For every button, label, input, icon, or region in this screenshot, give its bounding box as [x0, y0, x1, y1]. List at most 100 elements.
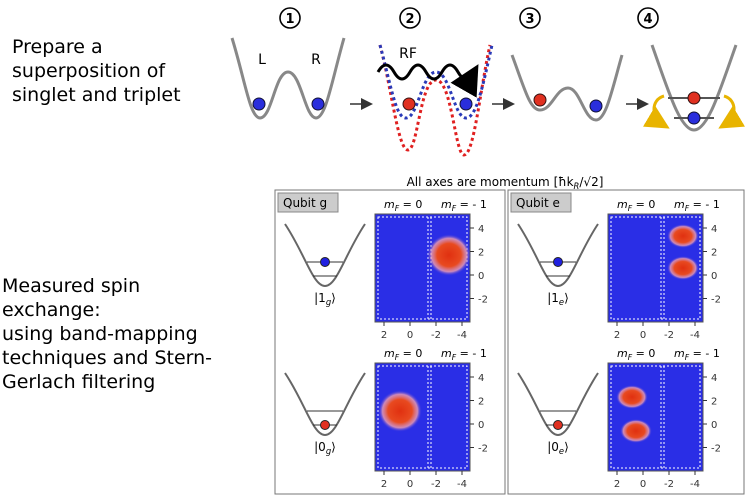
atom: [688, 112, 700, 124]
atom: [321, 258, 330, 267]
panel-title-part: /√2]: [579, 175, 603, 189]
atom: [688, 92, 700, 104]
state-label-part: ⟩: [564, 291, 569, 305]
mf-header: mF = - 1: [674, 198, 720, 213]
state-label: |0e⟩: [547, 440, 569, 456]
step-number: 2: [405, 12, 414, 27]
mf-header-part: = 0: [632, 198, 655, 211]
mf-header-part: = 0: [399, 198, 422, 211]
x-tick-label: -2: [431, 479, 441, 490]
mf-header-part: = 0: [632, 347, 655, 360]
atom: [403, 98, 415, 110]
y-tick-label: 0: [711, 420, 717, 431]
atom: [460, 98, 472, 110]
mf-header: mF = 0: [617, 198, 655, 213]
step-number: 4: [643, 12, 652, 27]
mf-header: mF = - 1: [674, 347, 720, 362]
atom-cloud: [667, 256, 699, 280]
qubit-name: Qubit g: [283, 196, 327, 210]
x-tick-label: 0: [407, 479, 413, 490]
description-line: using band-mapping: [2, 323, 198, 345]
state-label-part: ⟩: [331, 291, 336, 305]
mf-header-part: = - 1: [689, 347, 720, 360]
transition-arrow: [724, 96, 734, 124]
mf-header-part: m: [441, 347, 452, 360]
y-tick-label: 4: [478, 373, 484, 384]
transition-arrow: [654, 96, 664, 124]
y-tick-label: -2: [711, 444, 721, 455]
x-tick-label: -4: [457, 479, 467, 490]
state-label-part: |1: [314, 291, 326, 305]
protocol-diagram: [232, 38, 736, 155]
description-line: superposition of: [12, 60, 166, 82]
atom-cloud: [616, 385, 648, 409]
well-label: L: [258, 52, 266, 68]
atom-cloud: [378, 390, 422, 432]
state-label-part: ⟩: [331, 440, 336, 454]
y-tick-label: 0: [478, 271, 484, 282]
y-tick-label: -2: [478, 444, 488, 455]
y-tick-label: 2: [711, 397, 717, 408]
mf-header: mF = 0: [384, 198, 422, 213]
x-tick-label: 2: [381, 330, 387, 341]
description-line: Gerlach filtering: [2, 371, 155, 393]
mf-header-part: m: [617, 347, 628, 360]
x-tick-label: 2: [614, 479, 620, 490]
mf-header-part: = - 1: [689, 198, 720, 211]
mf-header: mF = 0: [617, 347, 655, 362]
atom: [253, 98, 265, 110]
state-label: |0g⟩: [314, 440, 336, 456]
atom: [534, 94, 546, 106]
y-tick-label: -2: [478, 295, 488, 306]
state-label: |1g⟩: [314, 291, 336, 307]
x-tick-label: -4: [690, 479, 700, 490]
y-tick-label: 4: [711, 373, 717, 384]
atom-cloud: [620, 419, 652, 443]
y-tick-label: 2: [711, 248, 717, 259]
rf-wave: [378, 65, 474, 79]
description-line: singlet and triplet: [12, 84, 181, 106]
mf-header: mF = - 1: [441, 198, 487, 213]
atom: [554, 421, 563, 430]
mf-header-part: m: [441, 198, 452, 211]
atom: [312, 98, 324, 110]
x-tick-label: 0: [640, 330, 646, 341]
mf-header-part: = - 1: [456, 347, 487, 360]
double-well-dotted: [380, 45, 490, 155]
mf-header: mF = - 1: [441, 347, 487, 362]
description-line: Measured spin: [2, 275, 140, 297]
x-tick-label: 0: [407, 330, 413, 341]
double-well: [232, 38, 344, 118]
mf-header-part: m: [384, 347, 395, 360]
state-label-part: ⟩: [564, 440, 569, 454]
mf-header-part: = 0: [399, 347, 422, 360]
state-label-part: |1: [547, 291, 559, 305]
state-label-part: |0: [314, 440, 326, 454]
mf-header-part: m: [674, 198, 685, 211]
double-well: [512, 55, 622, 120]
state-label-part: |0: [547, 440, 559, 454]
y-tick-label: -2: [711, 295, 721, 306]
tof-image: [608, 363, 703, 471]
x-tick-label: -2: [664, 330, 674, 341]
mf-header: mF = 0: [384, 347, 422, 362]
x-tick-label: -4: [690, 330, 700, 341]
slide: Prepare asuperposition ofsinglet and tri…: [0, 0, 745, 496]
state-label: |1e⟩: [547, 291, 569, 307]
y-tick-label: 0: [478, 420, 484, 431]
panel-title-part: All axes are momentum [ħk: [407, 175, 574, 189]
x-tick-label: -2: [664, 479, 674, 490]
atom-cloud: [427, 234, 471, 276]
y-tick-label: 0: [711, 271, 717, 282]
y-tick-label: 2: [478, 397, 484, 408]
rf-label: RF: [399, 46, 417, 62]
x-tick-label: 0: [640, 479, 646, 490]
atom: [590, 100, 602, 112]
mf-header-part: m: [617, 198, 628, 211]
step-number: 3: [525, 12, 534, 27]
mf-header-part: m: [674, 347, 685, 360]
qubit-name: Qubit e: [516, 196, 560, 210]
step-number: 1: [285, 12, 294, 27]
description-line: techniques and Stern-: [2, 347, 212, 369]
well-label: R: [311, 52, 321, 68]
